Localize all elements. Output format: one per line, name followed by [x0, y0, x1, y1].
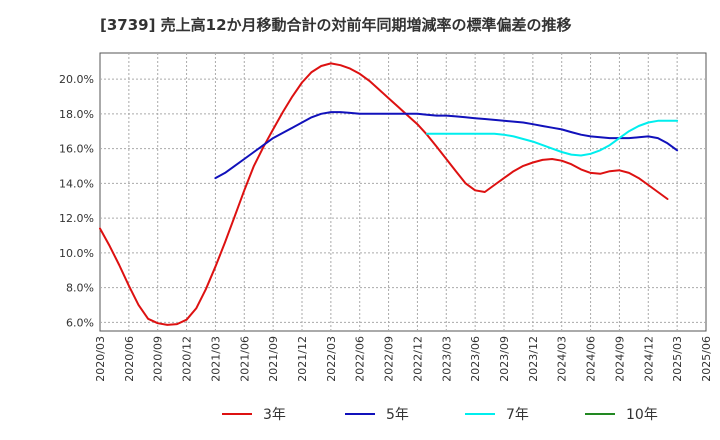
legend-label: 5年 [386, 407, 409, 423]
legend-label: 10年 [626, 407, 658, 423]
series-line-3年 [99, 62, 669, 326]
y-tick-label: 14.0% [59, 177, 94, 190]
legend: 3年 5年 7年 10年 [222, 407, 658, 423]
x-tick-label: 2023/03 [440, 336, 453, 382]
x-tick-label: 2021/03 [209, 336, 222, 382]
y-tick-label: 18.0% [59, 108, 94, 121]
x-tick-label: 2024/12 [642, 336, 655, 382]
x-tick-label: 2020/06 [123, 336, 136, 382]
x-tick-label: 2023/06 [469, 336, 482, 382]
x-tick-label: 2020/09 [152, 336, 165, 382]
legend-label: 7年 [506, 407, 529, 423]
x-tick-label: 2021/09 [267, 336, 280, 382]
legend-label: 3年 [263, 407, 286, 423]
x-tick-label: 2023/09 [498, 336, 511, 382]
series-group [99, 62, 679, 326]
y-tick-label: 12.0% [59, 212, 94, 225]
y-tick-label: 6.0% [66, 316, 94, 329]
x-tick-label: 2025/06 [700, 336, 713, 382]
x-tick-label: 2024/09 [613, 336, 626, 382]
plot-area [99, 52, 707, 332]
y-tick-label: 10.0% [59, 247, 94, 260]
x-tick-label: 2024/03 [556, 336, 569, 382]
x-tick-label: 2022/06 [354, 336, 367, 382]
x-tick-label: 2022/09 [383, 336, 396, 382]
y-tick-label: 8.0% [66, 282, 94, 295]
x-axis: 2020/03 2020/06 2020/09 2020/12 2021/03 2021/… [94, 336, 713, 382]
x-tick-label: 2020/12 [181, 336, 194, 382]
series-line-7年 [426, 119, 679, 157]
x-tick-label: 2022/03 [325, 336, 338, 382]
y-axis: 6.0% 8.0% 10.0% 12.0% 14.0% 16.0% 18.0% 20.0% [59, 73, 94, 329]
series-line-5年 [214, 111, 679, 180]
x-tick-label: 2021/06 [238, 336, 251, 382]
chart-title: [3739] 売上高12か月移動合計の対前年同期増減率の標準偏差の推移 [100, 16, 572, 34]
y-tick-label: 20.0% [59, 73, 94, 86]
x-tick-label: 2021/12 [296, 336, 309, 382]
y-tick-label: 16.0% [59, 143, 94, 156]
x-tick-label: 2020/03 [94, 336, 107, 382]
x-tick-label: 2022/12 [411, 336, 424, 382]
x-tick-label: 2024/06 [585, 336, 598, 382]
x-tick-label: 2025/03 [671, 336, 684, 382]
x-tick-label: 2023/12 [527, 336, 540, 382]
